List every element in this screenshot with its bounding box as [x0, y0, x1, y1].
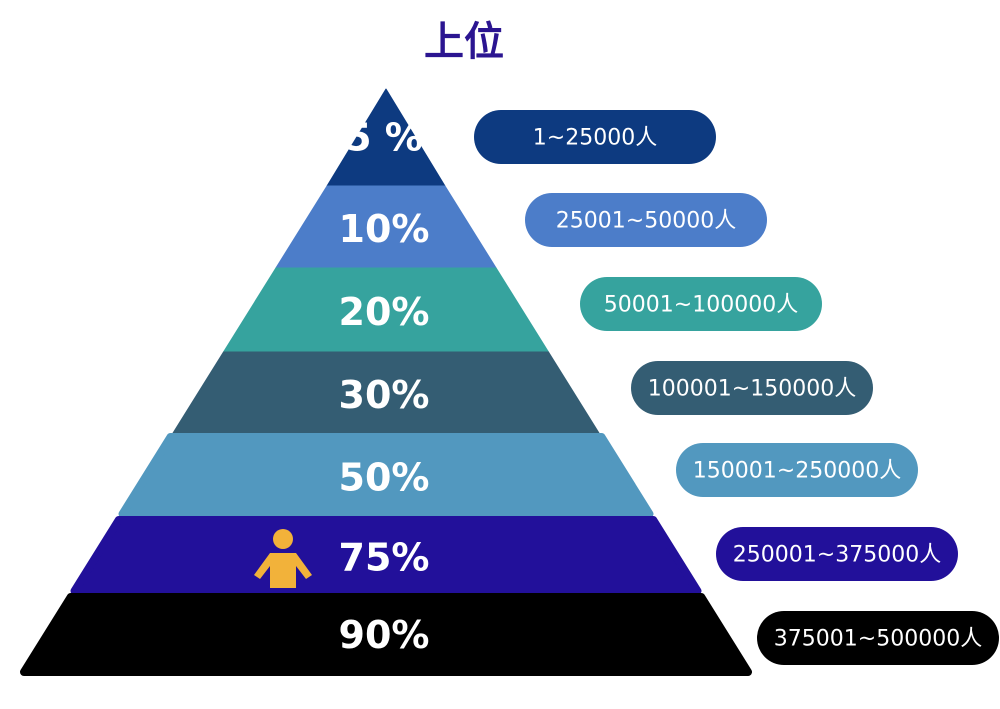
range-pill	[757, 611, 999, 665]
range-pill	[631, 361, 873, 415]
range-pill	[474, 110, 716, 164]
range-pill	[580, 277, 822, 331]
level-label: 50%	[339, 456, 430, 500]
title: 上位	[424, 19, 504, 65]
level-label: 75%	[339, 536, 430, 580]
range-label: 1~25000人	[533, 126, 657, 151]
pyramid-band	[70, 516, 702, 595]
range-label: 25001~50000人	[556, 209, 736, 234]
level-label: 20%	[339, 290, 430, 334]
range-pill	[676, 443, 918, 497]
range-label: 150001~250000人	[693, 459, 901, 484]
person-icon	[254, 529, 312, 588]
range-pill	[716, 527, 958, 581]
level-label: 5 %	[345, 116, 423, 160]
person-head	[273, 529, 293, 549]
level-label: 30%	[339, 373, 430, 417]
range-pill	[525, 193, 767, 247]
range-label: 100001~150000人	[648, 377, 856, 402]
range-label: 50001~100000人	[604, 293, 798, 318]
person-body	[254, 553, 312, 588]
level-label: 90%	[339, 613, 430, 657]
pyramid-band	[20, 593, 752, 676]
range-label: 375001~500000人	[774, 627, 982, 652]
level-label: 10%	[339, 207, 430, 251]
range-label: 250001~375000人	[733, 543, 941, 568]
pyramid-band	[118, 433, 654, 518]
